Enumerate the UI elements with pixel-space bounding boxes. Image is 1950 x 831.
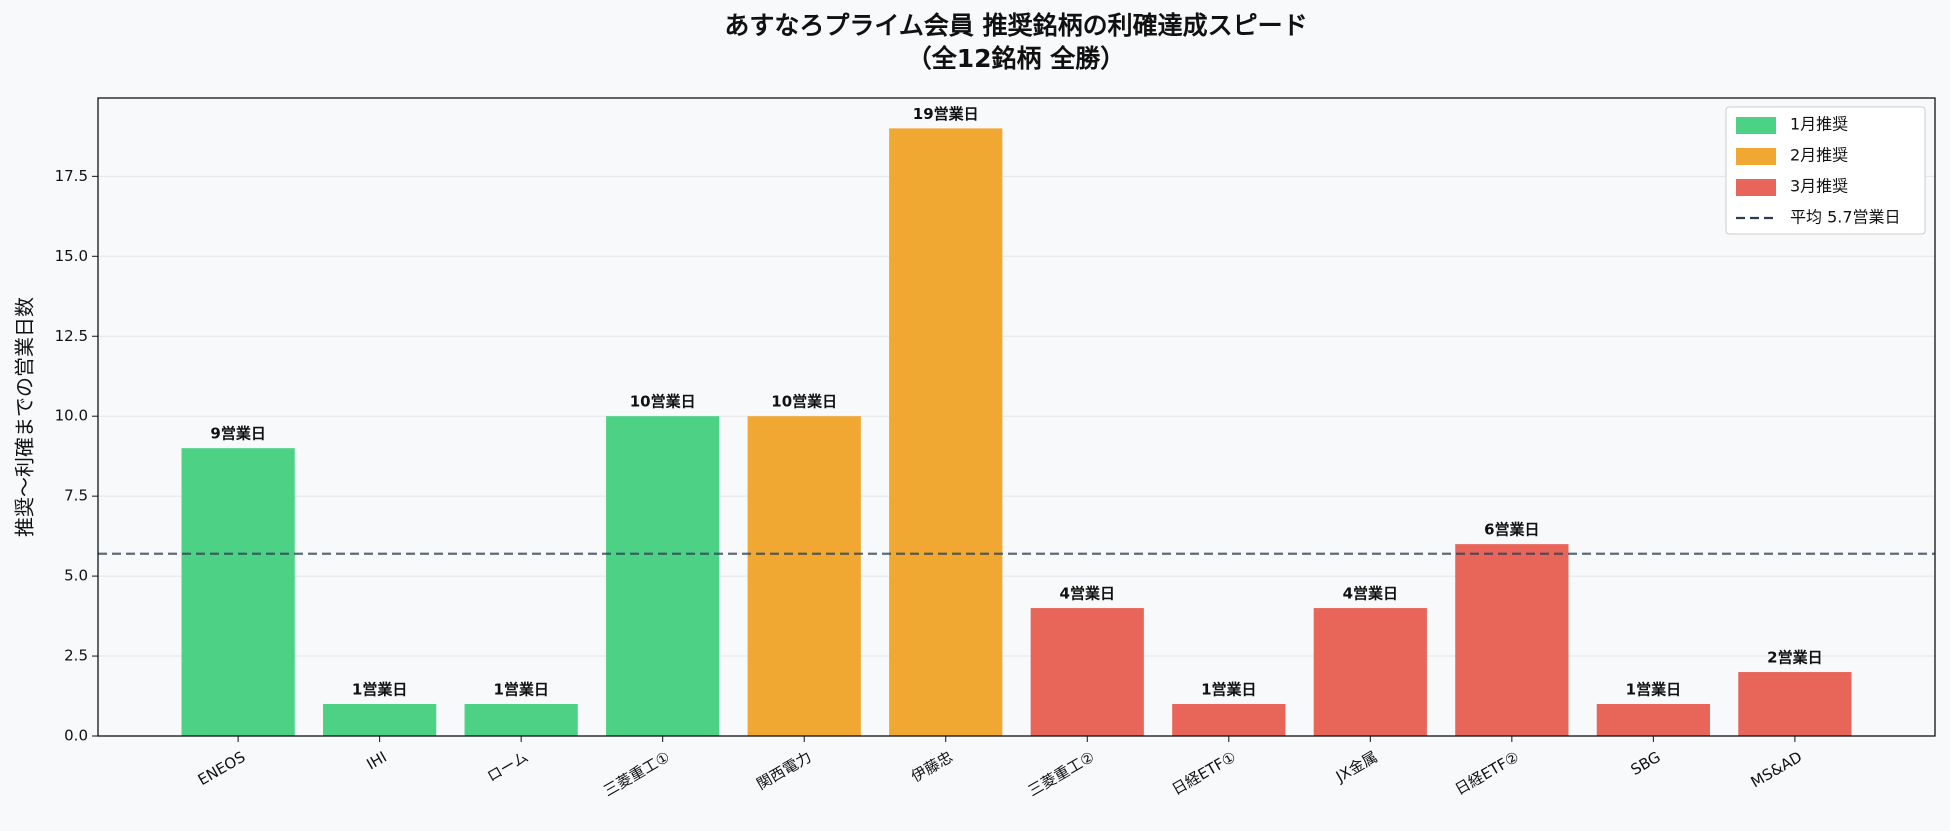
data-label: 4営業日 bbox=[1060, 585, 1115, 603]
x-tick-label: 日経ETF② bbox=[1452, 748, 1522, 799]
x-tick-label: 三菱重工② bbox=[1025, 748, 1098, 800]
legend-swatch bbox=[1736, 148, 1776, 165]
bar bbox=[747, 416, 861, 736]
bar bbox=[1030, 608, 1144, 736]
data-label: 9営業日 bbox=[210, 425, 265, 443]
data-label: 1営業日 bbox=[1201, 681, 1256, 699]
y-tick-label: 5.0 bbox=[64, 567, 88, 585]
x-tick-label: 伊藤忠 bbox=[908, 748, 956, 786]
legend-swatch bbox=[1736, 179, 1776, 196]
data-label: 1営業日 bbox=[352, 681, 407, 699]
data-label: 6営業日 bbox=[1484, 521, 1539, 539]
x-tick-label: ローム bbox=[484, 748, 532, 786]
y-tick-label: 15.0 bbox=[55, 247, 88, 265]
data-label: 10営業日 bbox=[630, 393, 696, 411]
legend-swatch bbox=[1736, 117, 1776, 134]
data-label: 2営業日 bbox=[1767, 649, 1822, 667]
legend-label: 2月推奨 bbox=[1790, 146, 1848, 165]
y-tick-label: 10.0 bbox=[55, 407, 88, 425]
bar bbox=[1172, 704, 1286, 736]
data-label: 19営業日 bbox=[913, 105, 979, 123]
x-tick-label: MS&AD bbox=[1748, 748, 1805, 792]
y-tick-label: 17.5 bbox=[55, 167, 88, 185]
legend-label: 3月推奨 bbox=[1790, 177, 1848, 196]
y-tick-label: 7.5 bbox=[64, 487, 88, 505]
x-tick-label: ENEOS bbox=[195, 748, 249, 789]
x-tick-label: 関西電力 bbox=[753, 748, 814, 794]
bar bbox=[606, 416, 720, 736]
bar bbox=[1596, 704, 1710, 736]
x-tick-label: SBG bbox=[1628, 748, 1664, 779]
x-tick-label: JX金属 bbox=[1332, 748, 1381, 786]
bar bbox=[181, 448, 295, 736]
y-tick-label: 0.0 bbox=[64, 727, 88, 745]
data-label: 10営業日 bbox=[771, 393, 837, 411]
bar bbox=[1313, 608, 1427, 736]
chart-title: あすなろプライム会員 推奨銘柄の利確達成スピード bbox=[724, 11, 1307, 40]
x-tick-label: 日経ETF① bbox=[1169, 748, 1239, 799]
data-label: 1営業日 bbox=[493, 681, 548, 699]
bar bbox=[464, 704, 578, 736]
bar bbox=[1738, 672, 1852, 736]
y-axis-label: 推奨〜利確までの営業日数 bbox=[13, 297, 37, 537]
chart-subtitle: （全12銘柄 全勝） bbox=[907, 44, 1126, 73]
y-tick-label: 2.5 bbox=[64, 647, 88, 665]
y-tick-label: 12.5 bbox=[55, 327, 88, 345]
plot-frame bbox=[97, 97, 1936, 737]
legend-label: 平均 5.7営業日 bbox=[1790, 208, 1901, 227]
data-label: 4営業日 bbox=[1343, 585, 1398, 603]
bar bbox=[1455, 544, 1569, 736]
data-label: 1営業日 bbox=[1626, 681, 1681, 699]
legend-box bbox=[1725, 106, 1926, 235]
bar bbox=[323, 704, 437, 736]
legend-label: 1月推奨 bbox=[1790, 115, 1848, 134]
x-tick-label: IHI bbox=[363, 748, 389, 774]
x-tick-label: 三菱重工① bbox=[600, 748, 673, 800]
bar bbox=[889, 128, 1003, 736]
